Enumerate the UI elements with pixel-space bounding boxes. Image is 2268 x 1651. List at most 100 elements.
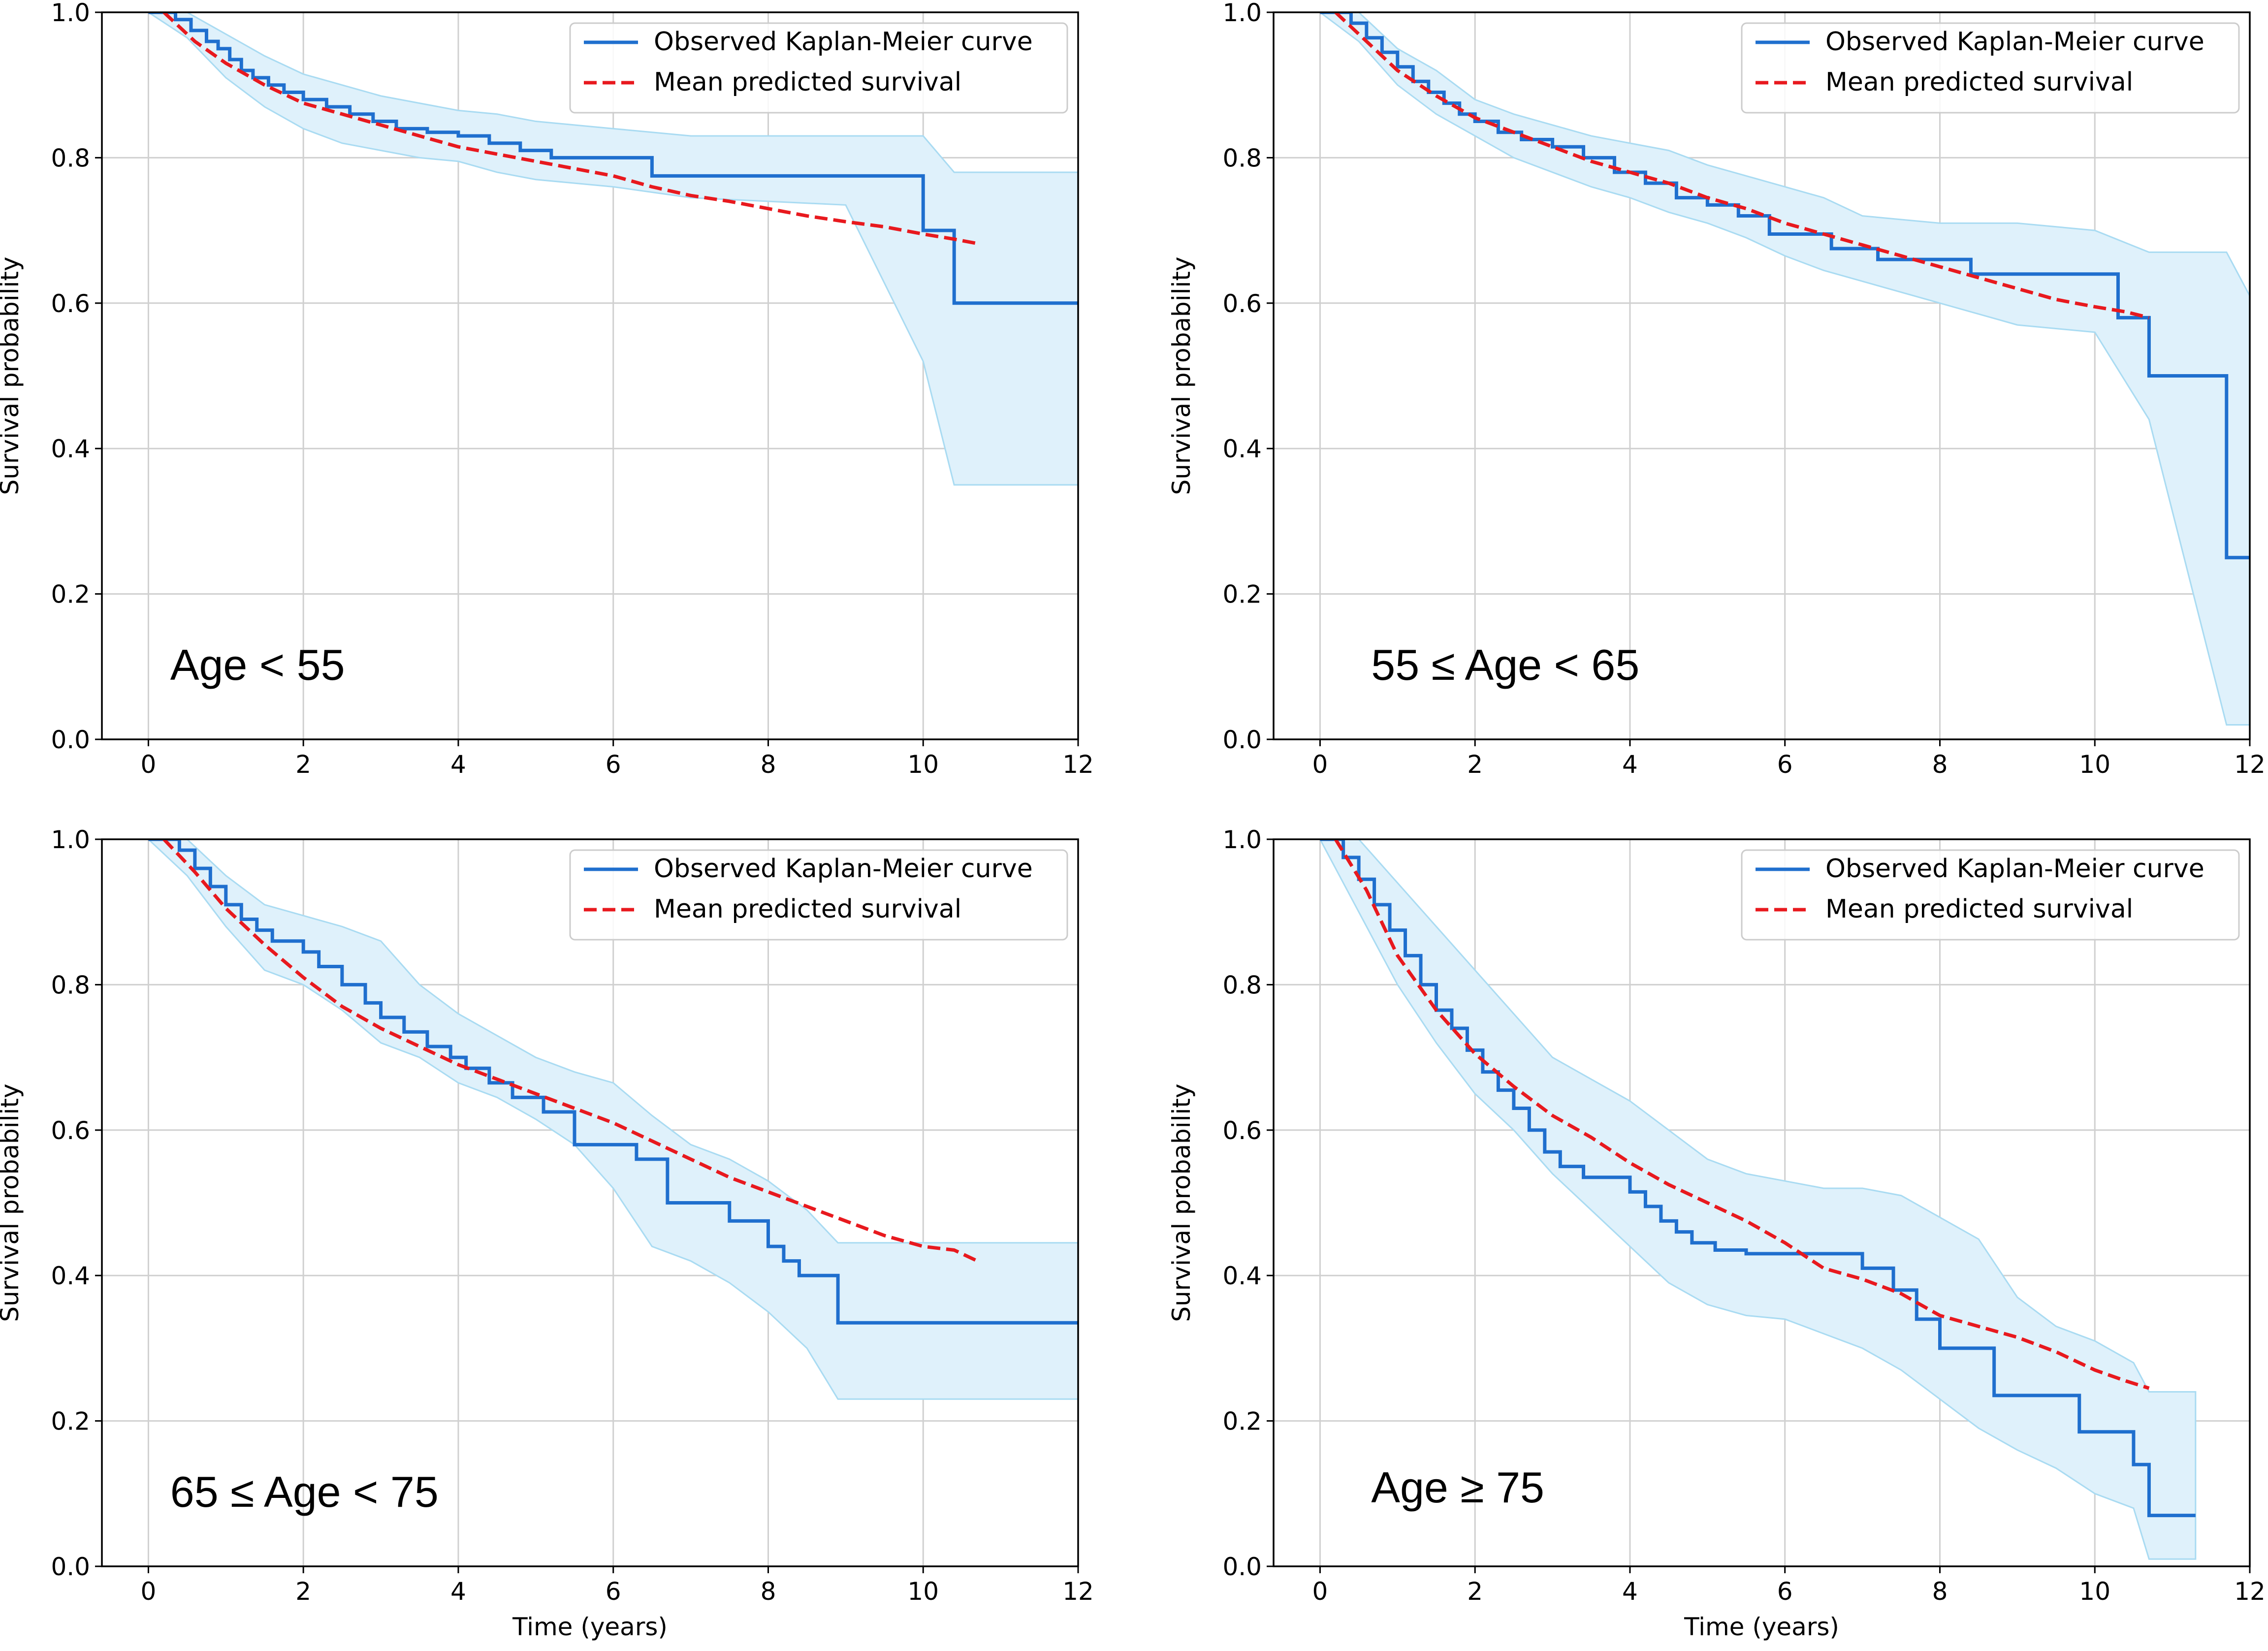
y-axis-label: Survival probability	[0, 256, 24, 495]
legend-box	[569, 849, 1068, 941]
y-tick-label: 1.0	[1222, 0, 1262, 27]
legend: Observed Kaplan-Meier curve Mean predicte…	[569, 22, 1068, 114]
y-tick-label: 1.0	[51, 0, 90, 27]
x-tick-label: 2	[1467, 1577, 1483, 1606]
x-tick-label: 8	[1932, 1577, 1948, 1606]
chart-panel-2: 0 2 4 6 8 10 12 0.0 0.2 0.4 0.6 0.8 1.0 Survival prob…	[1167, 0, 2266, 779]
plot-area	[1318, 12, 2250, 726]
km-curve	[148, 12, 1078, 305]
y-tick-label: 0.2	[1222, 1407, 1262, 1436]
x-tick-label: 8	[761, 1577, 776, 1606]
x-tick-label: 2	[1467, 750, 1483, 779]
x-tick-label: 2	[295, 1577, 311, 1606]
axes-frame	[1273, 11, 2251, 740]
axes-frame	[101, 11, 1079, 740]
predicted-curve	[162, 839, 978, 1263]
chart-panel-1: 0 2 4 6 8 10 12 0.0 0.2 0.4 0.6 0.8 1.0 Survival prob…	[0, 0, 1094, 779]
km-curve	[148, 839, 1078, 1325]
legend-entry: Mean predicted survival	[654, 894, 961, 924]
x-tick-label: 0	[141, 1577, 157, 1606]
confidence-band	[1319, 839, 2197, 1560]
x-tick-label: 4	[1622, 1577, 1638, 1606]
y-tick-label: 0.6	[51, 289, 90, 318]
y-tick-label: 0.4	[51, 435, 90, 463]
panel-label: Age < 55	[170, 640, 345, 689]
y-tick-label: 0.8	[51, 971, 90, 999]
y-tick-label: 0.8	[51, 144, 90, 172]
legend: Observed Kaplan-Meier curve Mean predicte…	[1741, 22, 2240, 114]
x-tick-label: 0	[1312, 750, 1328, 779]
predicted-curve	[1334, 839, 2150, 1390]
y-tick-label: 0.8	[1222, 971, 1262, 999]
legend-box	[1741, 849, 2240, 941]
plot-area	[1319, 839, 2197, 1560]
legend-entry: Observed Kaplan-Meier curve	[1825, 27, 2204, 57]
legend: Observed Kaplan-Meier curve Mean predicte…	[569, 849, 1068, 941]
x-tick-label: 12	[1062, 1577, 1094, 1606]
y-tick-label: 0.0	[1222, 1553, 1262, 1581]
y-tick-label: 0.0	[51, 726, 90, 754]
x-tick-label: 6	[606, 1577, 621, 1606]
confidence-band	[147, 12, 1078, 486]
x-tick-label: 10	[907, 750, 939, 779]
confidence-band	[1318, 12, 2250, 726]
predicted-curve	[162, 12, 978, 246]
x-tick-label: 12	[1062, 750, 1094, 779]
y-tick-label: 0.4	[1222, 1262, 1262, 1290]
x-axis-label: Time (years)	[1684, 1613, 1839, 1641]
panel-label: 55 ≤ Age < 65	[1371, 640, 1639, 689]
y-tick-label: 0.4	[1222, 435, 1262, 463]
x-tick-label: 12	[2234, 750, 2266, 779]
x-tick-label: 6	[1777, 1577, 1793, 1606]
legend-entry: Observed Kaplan-Meier curve	[1825, 854, 2204, 884]
confidence-band	[147, 839, 1078, 1400]
y-tick-label: 0.4	[51, 1262, 90, 1290]
x-tick-label: 6	[606, 750, 621, 779]
x-tick-label: 0	[141, 750, 157, 779]
panel-label: 65 ≤ Age < 75	[170, 1467, 439, 1516]
x-tick-label: 2	[295, 750, 311, 779]
predicted-curve	[1334, 12, 2150, 319]
x-tick-label: 12	[2234, 1577, 2266, 1606]
axes-frame	[1273, 838, 2251, 1567]
y-tick-label: 0.6	[1222, 1116, 1262, 1145]
y-tick-label: 0.2	[51, 1407, 90, 1436]
legend-box	[1741, 22, 2240, 114]
y-tick-label: 0.6	[1222, 289, 1262, 318]
legend-entry: Mean predicted survival	[1825, 894, 2133, 924]
y-tick-label: 1.0	[1222, 826, 1262, 854]
legend-entry: Mean predicted survival	[654, 67, 961, 97]
y-axis-label: Survival probability	[0, 1083, 24, 1322]
x-tick-label: 8	[761, 750, 776, 779]
y-tick-label: 0.0	[51, 1553, 90, 1581]
y-tick-label: 0.6	[51, 1116, 90, 1145]
y-tick-label: 1.0	[51, 826, 90, 854]
legend-entry: Observed Kaplan-Meier curve	[654, 27, 1033, 57]
legend-entry: Observed Kaplan-Meier curve	[654, 854, 1033, 884]
x-tick-label: 4	[450, 750, 466, 779]
x-axis-label: Time (years)	[512, 1613, 668, 1641]
y-tick-label: 0.8	[1222, 144, 1262, 172]
chart-panel-3: 0 2 4 6 8 10 12 0.0 0.2 0.4 0.6 0.8 1.0 Survival prob…	[0, 826, 1094, 1641]
x-tick-label: 10	[2079, 750, 2110, 779]
y-axis-label: Survival probability	[1167, 256, 1196, 495]
x-tick-label: 8	[1932, 750, 1948, 779]
panel-label: Age ≥ 75	[1371, 1463, 1544, 1512]
y-axis-label: Survival probability	[1167, 1083, 1196, 1322]
x-tick-label: 4	[1622, 750, 1638, 779]
x-tick-label: 6	[1777, 750, 1793, 779]
y-tick-label: 0.2	[51, 580, 90, 609]
km-curve	[1320, 839, 2196, 1518]
chart-panel-4: 0 2 4 6 8 10 12 0.0 0.2 0.4 0.6 0.8 1.0 Survival prob…	[1167, 826, 2266, 1641]
plot-area	[147, 839, 1078, 1400]
plot-area	[147, 12, 1078, 486]
x-tick-label: 10	[2079, 1577, 2110, 1606]
y-tick-label: 0.2	[1222, 580, 1262, 609]
legend-entry: Mean predicted survival	[1825, 67, 2133, 97]
x-tick-label: 10	[907, 1577, 939, 1606]
km-curve	[1320, 12, 2250, 560]
axes-frame	[101, 838, 1079, 1567]
x-tick-label: 0	[1312, 1577, 1328, 1606]
legend-box	[569, 22, 1068, 114]
